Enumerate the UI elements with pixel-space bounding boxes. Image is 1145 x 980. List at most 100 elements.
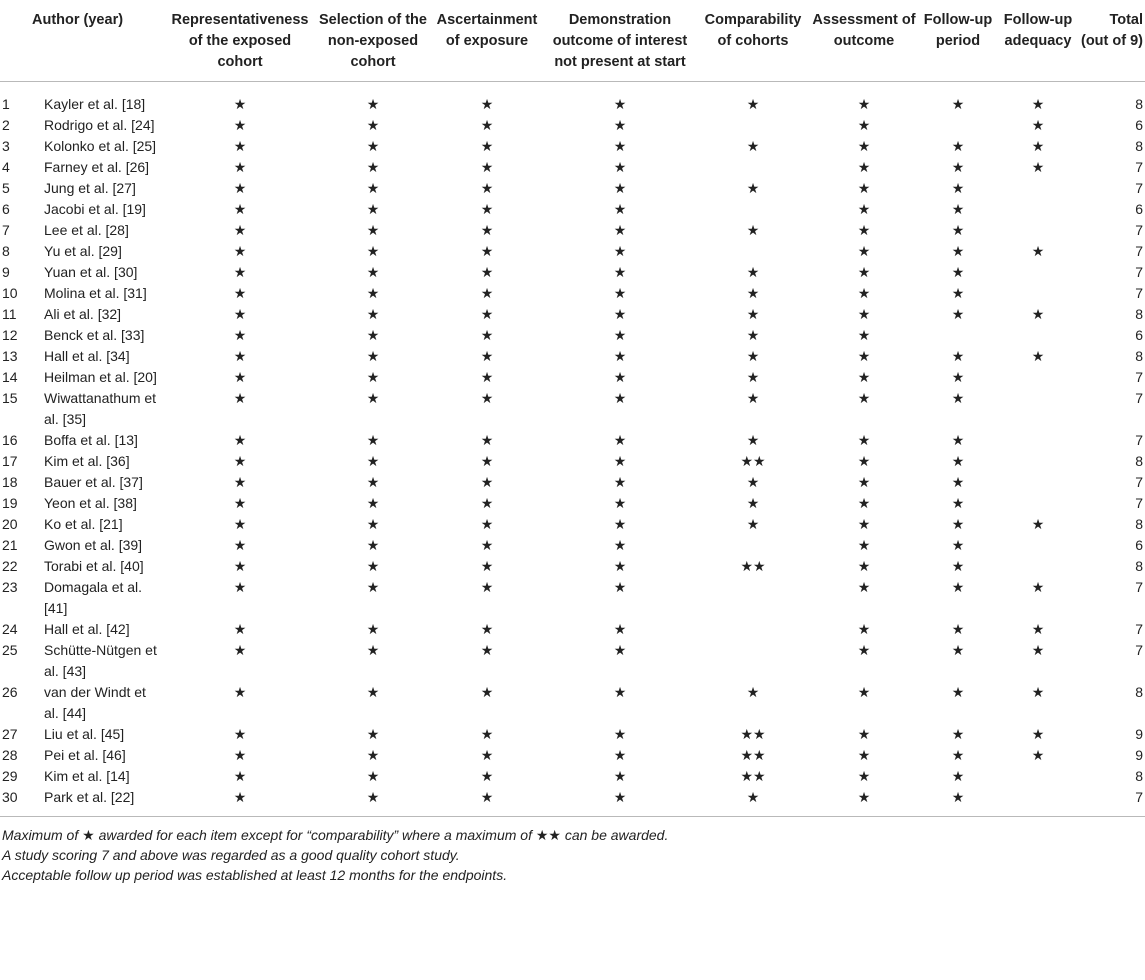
- table-row: 16 Boffa et al. [13] ★ ★ ★ ★ ★ ★ ★ 7: [0, 430, 1145, 451]
- demonstration-cell: ★: [613, 747, 627, 763]
- followup-period-cell: ★: [951, 180, 965, 196]
- demonstration-cell: ★: [613, 306, 627, 322]
- ascertainment-cell: ★: [480, 495, 494, 511]
- followup-adequacy-cell: [998, 178, 1078, 199]
- comparability-cell: ★: [746, 432, 760, 448]
- representativeness-cell: ★: [164, 787, 316, 817]
- total-cell: 8: [1135, 96, 1143, 112]
- table-body: 1 Kayler et al. [18] ★ ★ ★ ★ ★ ★ ★ ★ 8 2 Rodrigo et …: [0, 82, 1145, 817]
- followup-period-cell: ★: [951, 96, 965, 112]
- representativeness-cell: ★: [233, 117, 247, 133]
- followup-period-cell: ★: [951, 558, 965, 574]
- author-cell: Jung et al. [27]: [44, 180, 136, 196]
- demonstration-cell: ★: [613, 180, 627, 196]
- assessment-cell: ★: [857, 558, 871, 574]
- followup-adequacy-cell: ★: [1031, 621, 1045, 637]
- selection-cell: ★: [366, 495, 380, 511]
- author-cell: Kim et al. [36]: [44, 453, 130, 469]
- followup-period-cell: ★: [951, 642, 965, 658]
- selection-cell: ★: [366, 117, 380, 133]
- assessment-cell: ★: [857, 537, 871, 553]
- followup-period-cell: ★: [951, 432, 965, 448]
- demonstration-cell: ★: [613, 117, 627, 133]
- representativeness-cell: ★: [233, 642, 247, 658]
- comparability-cell: [696, 241, 810, 262]
- row-number: 20: [2, 516, 18, 532]
- comparability-cell: [696, 619, 810, 640]
- ascertainment-cell: ★: [480, 264, 494, 280]
- followup-period-cell: ★: [951, 516, 965, 532]
- total-cell: 8: [1135, 138, 1143, 154]
- demonstration-cell: ★: [613, 285, 627, 301]
- assessment-cell: ★: [857, 201, 871, 217]
- table-row: 18 Bauer et al. [37] ★ ★ ★ ★ ★ ★ ★ 7: [0, 472, 1145, 493]
- followup-adequacy-cell: [998, 787, 1078, 817]
- selection-cell: ★: [366, 243, 380, 259]
- assessment-cell: ★: [857, 138, 871, 154]
- demonstration-cell: ★: [613, 684, 627, 700]
- row-number: 14: [2, 369, 18, 385]
- total-cell: 8: [1135, 684, 1143, 700]
- row-number: 21: [2, 537, 18, 553]
- comparability-cell: ★★: [740, 453, 766, 469]
- total-cell: 7: [1135, 432, 1143, 448]
- table-row: 8 Yu et al. [29] ★ ★ ★ ★ ★ ★ ★ 7: [0, 241, 1145, 262]
- row-number: 17: [2, 453, 18, 469]
- selection-cell: ★: [366, 201, 380, 217]
- comparability-cell: [696, 199, 810, 220]
- followup-period-cell: ★: [951, 453, 965, 469]
- demonstration-cell: ★: [613, 537, 627, 553]
- total-cell: 7: [1135, 264, 1143, 280]
- table-row: 3 Kolonko et al. [25] ★ ★ ★ ★ ★ ★ ★ ★ 8: [0, 136, 1145, 157]
- ascertainment-cell: ★: [480, 516, 494, 532]
- followup-adequacy-cell: [998, 199, 1078, 220]
- demonstration-cell: ★: [613, 453, 627, 469]
- footnote: A study scoring 7 and above was regarded…: [2, 847, 460, 863]
- quality-assessment-table-container: Author (year) Representativeness of the …: [0, 6, 1145, 885]
- assessment-cell: ★: [857, 474, 871, 490]
- table-row: 6 Jacobi et al. [19] ★ ★ ★ ★ ★ ★ 6: [0, 199, 1145, 220]
- author-cell: Park et al. [22]: [22, 787, 164, 817]
- ascertainment-cell: ★: [480, 747, 494, 763]
- followup-adequacy-cell: ★: [1031, 726, 1045, 742]
- row-number: 10: [2, 285, 18, 301]
- selection-cell: ★: [366, 516, 380, 532]
- row-number: 3: [2, 138, 10, 154]
- followup-adequacy-cell: ★: [1031, 579, 1045, 595]
- row-number: 15: [2, 390, 18, 406]
- author-cell: Ali et al. [32]: [44, 306, 122, 322]
- followup-period-cell: ★: [951, 579, 965, 595]
- selection-cell: ★: [366, 369, 380, 385]
- author-cell: Yu et al. [29]: [44, 243, 122, 259]
- comparability-cell: ★: [746, 222, 760, 238]
- assessment-cell: ★: [857, 726, 871, 742]
- assessment-cell: ★: [857, 264, 871, 280]
- footnote: Acceptable follow up period was establis…: [2, 867, 508, 883]
- table-row: 25 Schütte-Nütgen et al. [43] ★ ★ ★ ★ ★ ★ ★ 7: [0, 640, 1145, 682]
- ascertainment-cell: ★: [480, 726, 494, 742]
- demonstration-cell: ★: [613, 474, 627, 490]
- selection-cell: ★: [366, 432, 380, 448]
- total-cell: 7: [1135, 369, 1143, 385]
- selection-cell: ★: [366, 474, 380, 490]
- followup-period-cell: ★: [951, 495, 965, 511]
- representativeness-cell: ★: [233, 432, 247, 448]
- followup-adequacy-cell: [998, 388, 1078, 430]
- assessment-cell: ★: [810, 787, 918, 817]
- representativeness-cell: ★: [233, 222, 247, 238]
- demonstration-cell: ★: [613, 369, 627, 385]
- comparability-cell: [696, 577, 810, 619]
- representativeness-cell: ★: [233, 285, 247, 301]
- author-cell: Kayler et al. [18]: [44, 96, 146, 112]
- row-number: 23: [2, 579, 18, 595]
- ascertainment-cell: ★: [480, 306, 494, 322]
- selection-cell: ★: [366, 768, 380, 784]
- demonstration-cell: ★: [613, 201, 627, 217]
- row-number: 12: [2, 327, 18, 343]
- selection-cell: ★: [366, 159, 380, 175]
- total-cell: 7: [1135, 642, 1143, 658]
- quality-assessment-table: Author (year) Representativeness of the …: [0, 6, 1145, 817]
- author-cell: Boffa et al. [13]: [44, 432, 138, 448]
- table-row: 15 Wiwattanathum et al. [35] ★ ★ ★ ★ ★ ★ ★ 7: [0, 388, 1145, 430]
- demonstration-cell: ★: [613, 159, 627, 175]
